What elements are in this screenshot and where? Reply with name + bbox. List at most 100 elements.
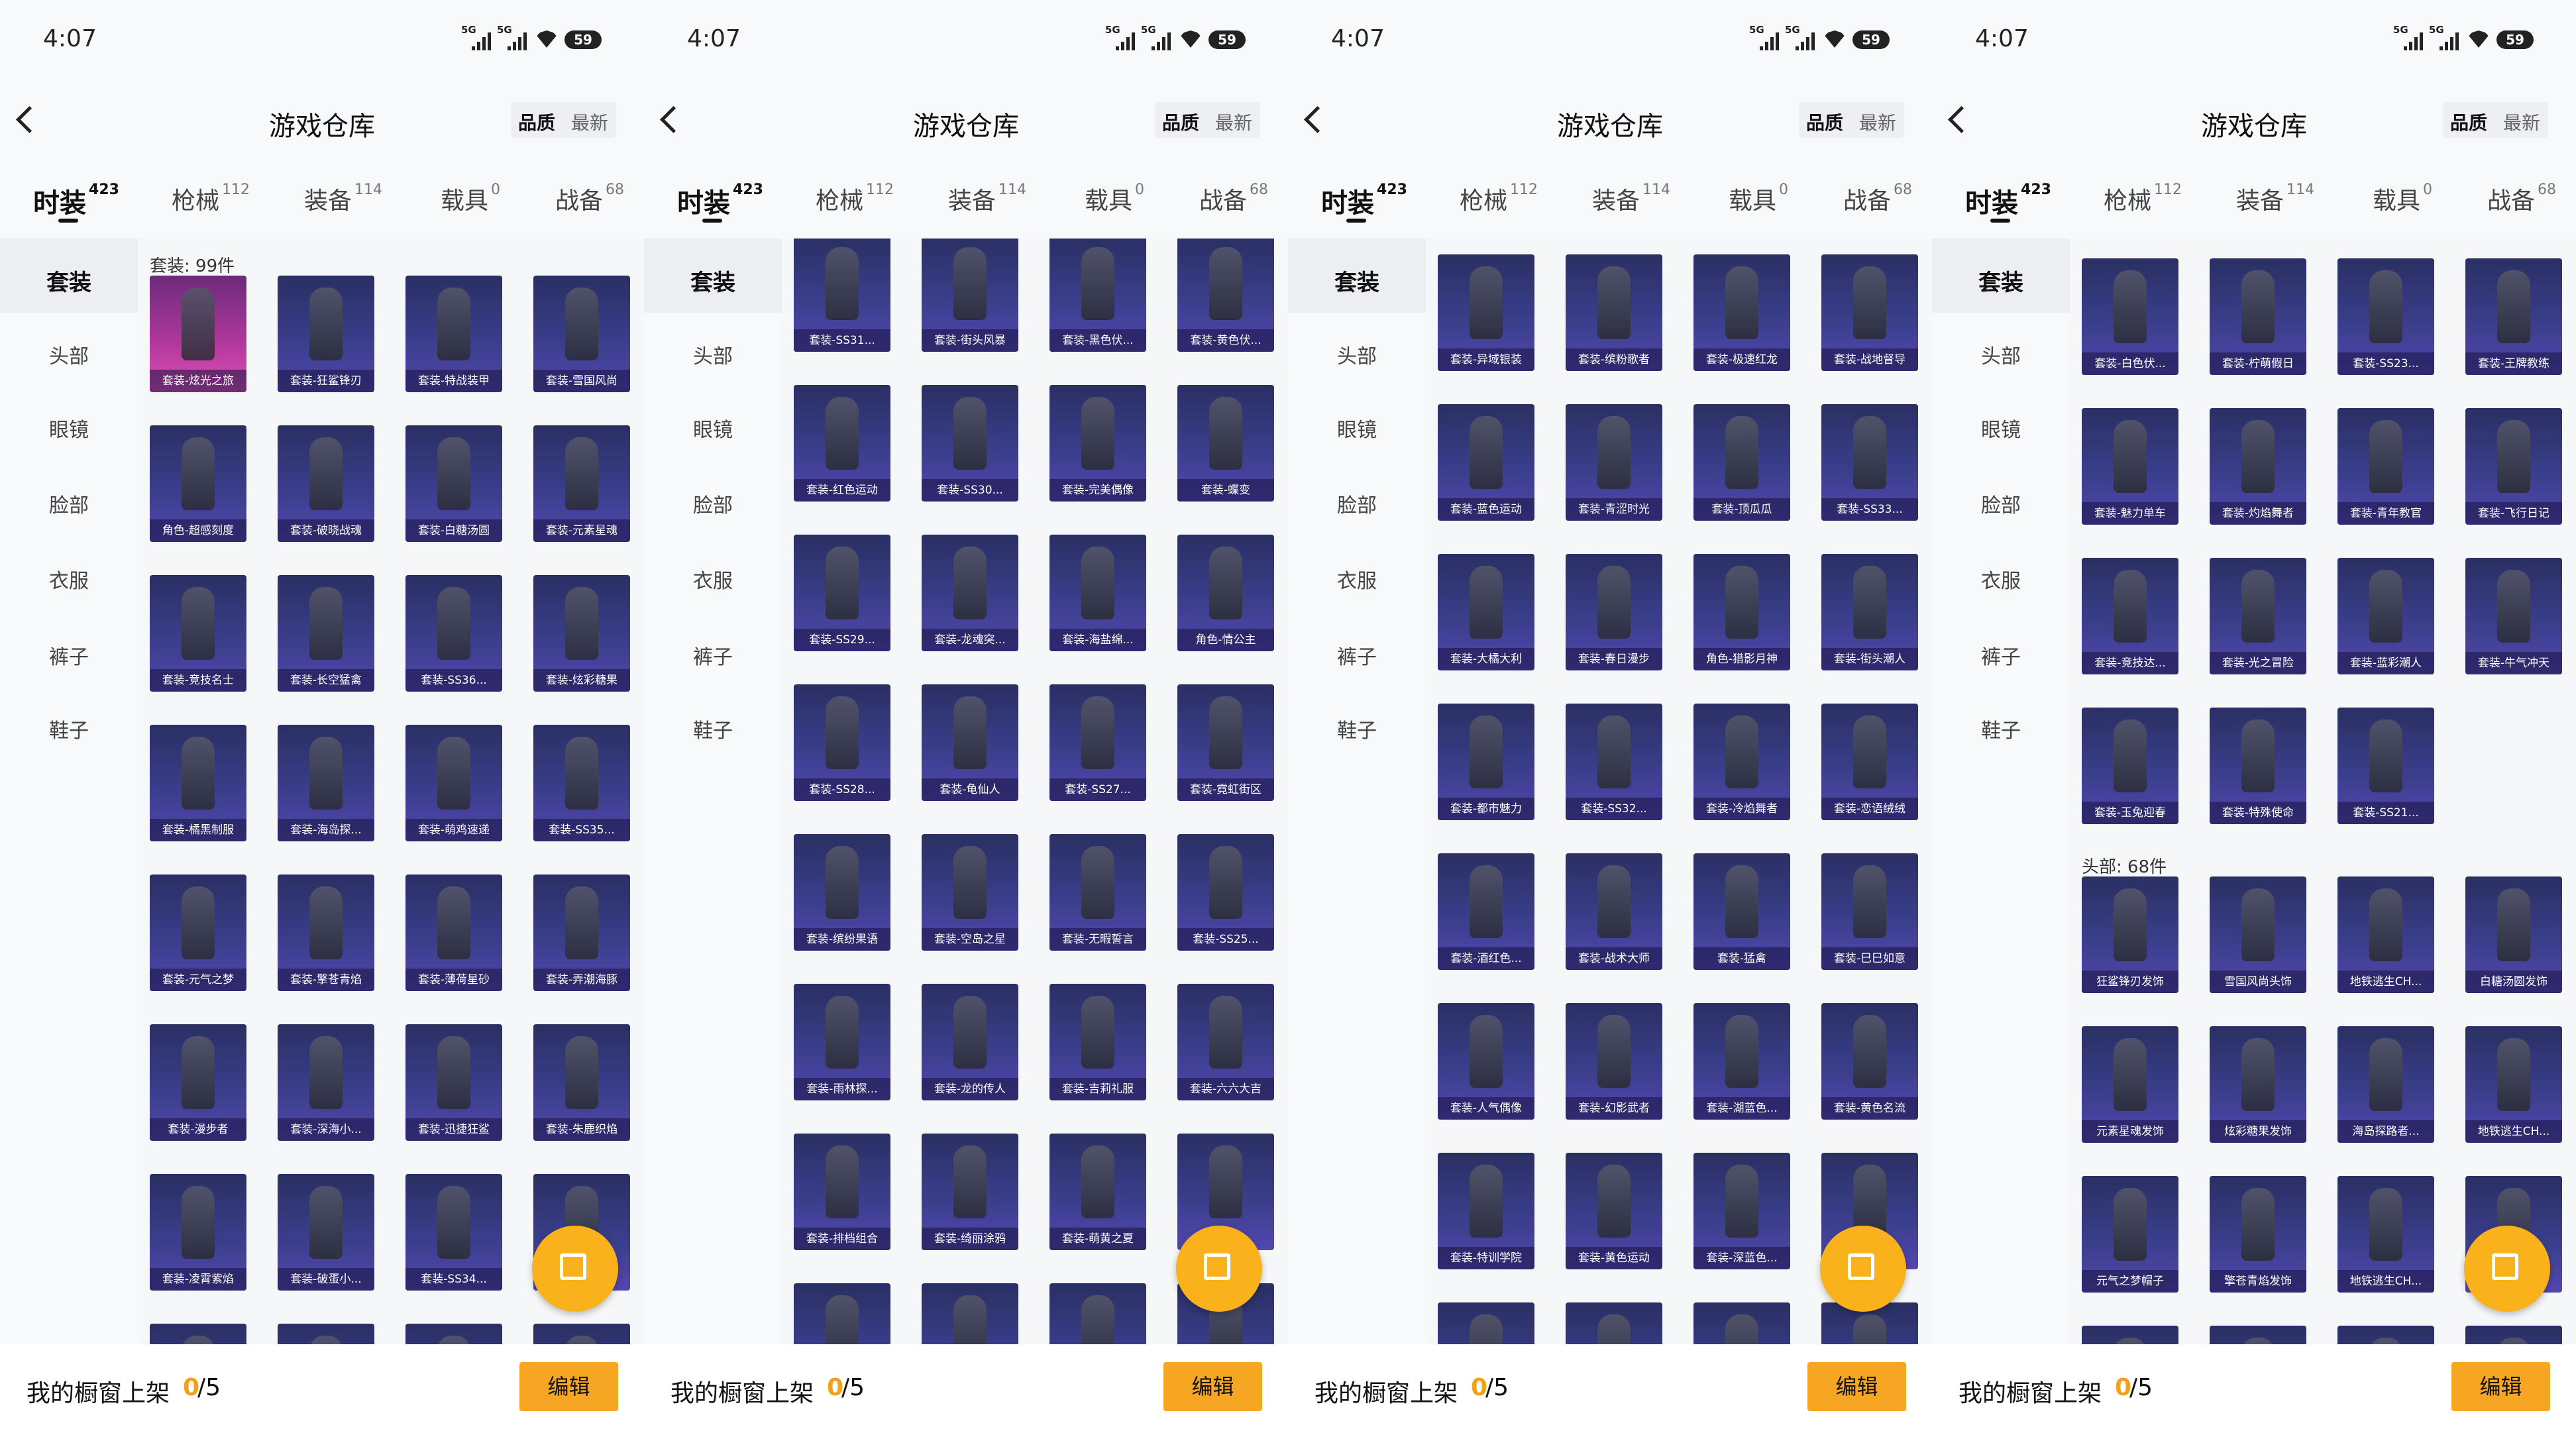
side-menu-item[interactable]: 鞋子 [49,719,89,743]
item-card[interactable]: 套装-SS21... [2337,708,2434,824]
category-tab[interactable]: 载具 0 [2353,182,2452,216]
item-card[interactable]: 套装-深蓝色... [1693,1153,1790,1269]
item-card[interactable]: 套装-SS30... [922,385,1018,502]
sort-option[interactable]: 最新 [1215,112,1253,134]
item-card[interactable] [1049,1283,1146,1344]
item-card[interactable]: 套装-战地督导 [1821,254,1918,371]
item-card[interactable]: 套装-大橘大利 [1438,554,1534,670]
item-card[interactable]: 套装-人气偶像 [1438,1003,1534,1120]
item-card[interactable] [1693,1302,1790,1344]
item-card[interactable]: 套装-灼焰舞者 [2210,408,2306,525]
item-card[interactable]: 套装-弄潮海豚 [533,874,630,991]
item-card[interactable] [794,1283,890,1344]
item-card[interactable]: 套装-春日漫步 [1566,554,1662,670]
item-card[interactable]: 白糖汤圆发饰 [2465,876,2562,993]
category-tab[interactable]: 战备 68 [1828,182,1927,216]
side-menu-item[interactable]: 头部 [1981,345,2021,368]
side-menu-item[interactable]: 眼镜 [693,419,733,442]
item-card[interactable]: 套装-狂鲨锋刃 [278,276,374,392]
item-card[interactable]: 套装-SS27... [1049,684,1146,801]
side-menu-item[interactable]: 裤子 [49,646,89,669]
item-card[interactable]: 套装-青涩时光 [1566,404,1662,521]
item-card[interactable]: 套装-恋语绒绒 [1821,704,1918,820]
item-card[interactable]: 套装-六六大吉 [1177,984,1274,1100]
category-tab[interactable]: 战备 68 [1184,182,1283,216]
item-card[interactable]: 套装-无暇誓言 [1049,834,1146,951]
category-tab[interactable]: 枪械 112 [805,182,904,216]
item-card[interactable]: 套装-都市魅力 [1438,704,1534,820]
sort-option[interactable]: 品质 [1162,112,1200,134]
item-card[interactable]: 套装-黄色运动 [1566,1153,1662,1269]
side-menu-item[interactable]: 套装 [1978,270,2023,296]
side-menu-item[interactable]: 脸部 [1981,494,2021,517]
item-card[interactable]: 套装-SS23... [2337,258,2434,375]
side-menu-item[interactable]: 衣服 [1337,570,1377,593]
item-card[interactable]: 炫彩糖果发饰 [2210,1026,2306,1143]
item-card[interactable] [533,1324,630,1344]
item-card[interactable]: 套装-长空猛禽 [278,575,374,692]
item-card[interactable]: 套装-顶瓜瓜 [1693,404,1790,521]
item-card[interactable]: 套装-缤纷果语 [794,834,890,951]
category-tab[interactable]: 战备 68 [2472,182,2571,216]
item-card[interactable]: 套装-猛禽 [1693,853,1790,970]
item-card[interactable]: 套装-蝶变 [1177,385,1274,502]
item-card[interactable]: 套装-异域银装 [1438,254,1534,371]
item-card[interactable]: 雪国风尚头饰 [2210,876,2306,993]
category-tab[interactable]: 装备 114 [2226,182,2325,216]
item-card[interactable]: 套装-柠萌假日 [2210,258,2306,375]
item-card[interactable]: 套装-蓝彩潮人 [2337,558,2434,674]
category-tab[interactable]: 时装 423 [1959,182,2058,220]
item-card[interactable]: 套装-迅捷狂鲨 [405,1024,502,1141]
side-menu-item[interactable]: 套装 [1334,270,1379,296]
side-menu-item[interactable]: 眼镜 [49,419,89,442]
item-card[interactable]: 套装-白色伏... [2082,258,2178,375]
item-card[interactable]: 套装-巳巳如意 [1821,853,1918,970]
side-menu-item[interactable]: 鞋子 [1981,719,2021,743]
item-card[interactable] [2465,1326,2562,1344]
item-card[interactable]: 套装-黑色伏... [1049,238,1146,352]
item-card[interactable]: 套装-擎苍青焰 [278,874,374,991]
item-card[interactable]: 套装-特殊使命 [2210,708,2306,824]
share-button[interactable] [2464,1226,2550,1312]
item-card[interactable] [405,1324,502,1344]
item-card[interactable]: 角色-超感刻度 [150,425,246,542]
edit-button[interactable]: 编辑 [1163,1362,1262,1411]
item-card[interactable]: 套装-SS32... [1566,704,1662,820]
item-card[interactable]: 套装-湖蓝色... [1693,1003,1790,1120]
item-card[interactable]: 套装-王牌教练 [2465,258,2562,375]
category-tab[interactable]: 枪械 112 [2093,182,2192,216]
item-card[interactable]: 角色-猎影月神 [1693,554,1790,670]
side-menu-item[interactable]: 套装 [46,270,91,296]
item-card[interactable]: 套装-破蛋小... [278,1174,374,1291]
side-menu-item[interactable]: 脸部 [693,494,733,517]
sort-option[interactable]: 品质 [2450,112,2488,134]
item-card[interactable]: 套装-SS28... [794,684,890,801]
side-menu-item[interactable]: 裤子 [1337,646,1377,669]
side-menu-item[interactable]: 衣服 [693,570,733,593]
item-card[interactable]: 套装-元素星魂 [533,425,630,542]
side-menu-item[interactable]: 鞋子 [1337,719,1377,743]
item-card[interactable]: 套装-海岛探... [278,725,374,841]
sort-option[interactable]: 最新 [571,112,609,134]
item-card[interactable]: 套装-酒红色... [1438,853,1534,970]
sort-option[interactable]: 品质 [1806,112,1844,134]
side-menu-item[interactable]: 裤子 [693,646,733,669]
item-card[interactable]: 套装-飞行日记 [2465,408,2562,525]
item-card[interactable]: 套装-SS35... [533,725,630,841]
category-tab[interactable]: 时装 423 [1315,182,1414,220]
item-card[interactable]: 套装-萌鸡速递 [405,725,502,841]
item-card[interactable]: 套装-魅力单车 [2082,408,2178,525]
item-card[interactable]: 套装-特战装甲 [405,276,502,392]
item-card[interactable]: 套装-缤粉歌者 [1566,254,1662,371]
item-card[interactable]: 套装-薄荷星砂 [405,874,502,991]
side-menu-item[interactable]: 套装 [690,270,735,296]
item-card[interactable]: 套装-红色运动 [794,385,890,502]
item-card[interactable]: 套装-朱鹿织焰 [533,1024,630,1141]
category-tab[interactable]: 枪械 112 [161,182,260,216]
side-menu-item[interactable]: 眼镜 [1337,419,1377,442]
sort-option[interactable]: 品质 [518,112,556,134]
item-card[interactable]: 套装-龙魂突... [922,535,1018,651]
item-card[interactable]: 地铁逃生CH... [2337,1176,2434,1293]
item-card[interactable]: 套装-青年教官 [2337,408,2434,525]
side-menu-item[interactable]: 衣服 [49,570,89,593]
